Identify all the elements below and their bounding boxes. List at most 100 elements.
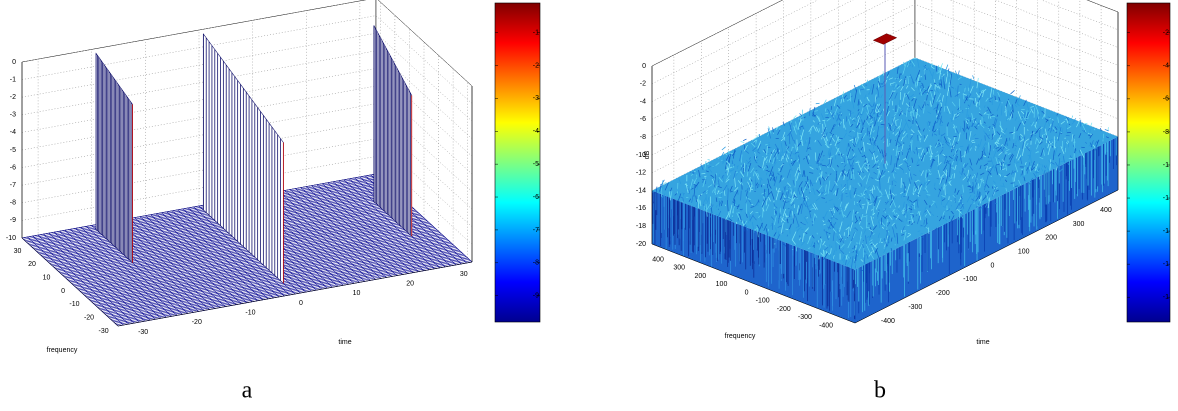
noise-texture xyxy=(971,119,975,128)
noise-texture xyxy=(825,201,827,203)
noise-texture xyxy=(718,177,723,183)
noise-texture xyxy=(829,189,832,193)
noise-texture xyxy=(885,189,889,200)
noise-texture xyxy=(812,213,815,225)
noise-texture xyxy=(866,163,870,170)
noise-texture xyxy=(780,163,784,167)
noise-texture xyxy=(873,152,877,163)
noise-texture xyxy=(822,123,824,134)
noise-texture xyxy=(785,191,788,196)
noise-texture xyxy=(1090,122,1093,127)
noise-texture xyxy=(957,216,962,220)
noise-texture xyxy=(940,96,943,104)
noise-texture xyxy=(836,141,841,145)
noise-texture xyxy=(962,163,966,166)
noise-texture xyxy=(832,167,836,171)
noise-texture xyxy=(997,91,1000,97)
noise-texture xyxy=(747,162,752,172)
noise-texture xyxy=(802,126,805,130)
noise-texture xyxy=(931,213,935,216)
noise-texture xyxy=(827,148,831,156)
noise-texture xyxy=(989,88,993,98)
noise-texture xyxy=(959,208,961,219)
noise-texture xyxy=(853,84,857,91)
noise-texture xyxy=(889,89,894,99)
noise-texture xyxy=(868,102,873,108)
noise-texture xyxy=(816,189,821,194)
noise-texture xyxy=(831,250,835,262)
noise-texture xyxy=(981,88,987,94)
noise-texture xyxy=(902,209,905,214)
noise-texture xyxy=(739,150,743,162)
noise-texture xyxy=(801,140,804,146)
noise-texture xyxy=(911,60,916,67)
noise-texture xyxy=(1048,160,1053,166)
noise-texture xyxy=(933,187,937,191)
noise-texture xyxy=(745,195,749,204)
noise-texture xyxy=(986,184,990,188)
noise-texture xyxy=(773,200,775,203)
grid-line xyxy=(651,21,1119,156)
noise-texture xyxy=(814,110,818,112)
noise-texture xyxy=(823,246,829,251)
noise-texture xyxy=(832,254,835,259)
noise-texture xyxy=(976,204,979,207)
noise-texture xyxy=(934,84,939,89)
noise-texture xyxy=(836,229,839,234)
noise-texture xyxy=(906,224,910,226)
noise-texture xyxy=(883,217,886,221)
noise-texture xyxy=(854,215,858,221)
noise-texture xyxy=(982,155,987,158)
noise-texture xyxy=(952,113,956,121)
noise-texture xyxy=(661,193,666,199)
noise-texture xyxy=(944,64,949,75)
noise-texture xyxy=(1100,128,1102,132)
noise-texture xyxy=(924,213,928,217)
noise-texture xyxy=(1003,110,1007,113)
noise-texture xyxy=(721,174,724,179)
noise-texture xyxy=(807,247,811,249)
noise-texture xyxy=(812,120,815,123)
noise-texture xyxy=(928,147,932,159)
noise-texture xyxy=(857,182,861,187)
z-tick-label: -2 xyxy=(10,94,16,101)
noise-texture xyxy=(805,200,809,210)
noise-texture xyxy=(950,86,954,89)
noise-texture xyxy=(915,157,920,167)
y-tick-label: 20 xyxy=(28,261,36,268)
noise-texture xyxy=(980,196,982,204)
noise-texture xyxy=(966,106,969,117)
noise-texture xyxy=(754,159,759,163)
noise-texture xyxy=(856,211,859,214)
noise-texture xyxy=(870,177,874,179)
colorbar-tick-label: -1 xyxy=(1163,228,1169,235)
noise-texture xyxy=(846,98,852,102)
noise-texture xyxy=(775,126,779,130)
noise-texture xyxy=(979,107,981,111)
colorbar xyxy=(494,2,541,323)
noise-texture xyxy=(1083,122,1088,125)
noise-texture xyxy=(692,177,698,186)
noise-texture xyxy=(842,184,847,189)
noise-texture xyxy=(953,123,957,134)
noise-texture xyxy=(951,210,954,215)
colorbar-tick-label: -3 xyxy=(533,95,539,102)
noise-texture xyxy=(790,157,793,160)
noise-texture xyxy=(767,170,771,172)
noise-texture xyxy=(1034,104,1040,114)
noise-texture xyxy=(751,221,755,233)
noise-texture xyxy=(930,90,934,101)
noise-texture xyxy=(962,202,964,205)
noise-texture xyxy=(922,128,925,132)
noise-texture xyxy=(965,95,969,98)
noise-texture xyxy=(830,217,834,221)
noise-texture xyxy=(877,166,880,179)
noise-texture xyxy=(758,211,762,222)
noise-texture xyxy=(741,181,744,186)
noise-texture xyxy=(748,216,751,224)
noise-texture xyxy=(821,197,826,199)
noise-texture xyxy=(947,208,950,212)
noise-texture xyxy=(868,138,873,146)
noise-texture xyxy=(803,217,809,224)
noise-texture xyxy=(728,204,733,218)
